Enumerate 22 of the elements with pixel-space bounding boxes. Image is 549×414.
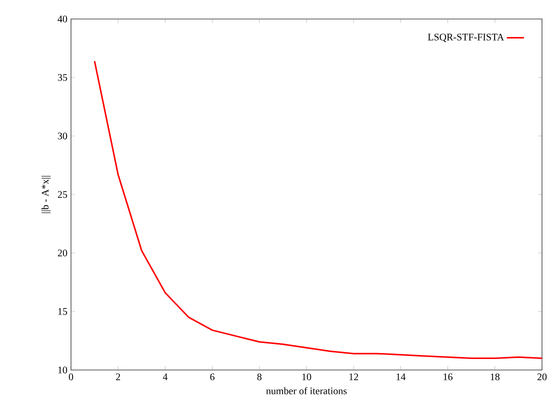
legend-label: LSQR-STF-FISTA bbox=[428, 34, 504, 42]
x-tick-label: 16 bbox=[444, 374, 453, 380]
x-axis-title: number of iterations bbox=[266, 387, 347, 394]
x-tick-label: 10 bbox=[302, 374, 312, 380]
x-tick-label: 2 bbox=[116, 374, 120, 380]
x-tick-label: 12 bbox=[349, 374, 358, 380]
y-tick-label: 20 bbox=[58, 250, 68, 256]
y-tick-label: 30 bbox=[58, 132, 68, 140]
x-tick-label: 4 bbox=[162, 374, 168, 380]
y-axis-title: ||b - A*x|| bbox=[42, 176, 51, 214]
line-series bbox=[94, 60, 542, 360]
y-tick-label: 10 bbox=[58, 366, 68, 374]
y-tick-label: 15 bbox=[58, 308, 68, 315]
y-tick-label: 25 bbox=[58, 191, 68, 198]
x-tick-label: 14 bbox=[396, 374, 406, 380]
x-tick-label: 18 bbox=[490, 374, 500, 380]
x-tick-label: 20 bbox=[537, 374, 547, 380]
x-tick-label: 8 bbox=[257, 374, 262, 380]
y-tick-label: 40 bbox=[58, 16, 68, 22]
x-tick-label: 0 bbox=[68, 374, 74, 380]
x-tick-label: 6 bbox=[210, 374, 215, 380]
y-tick-label: 35 bbox=[58, 74, 68, 81]
